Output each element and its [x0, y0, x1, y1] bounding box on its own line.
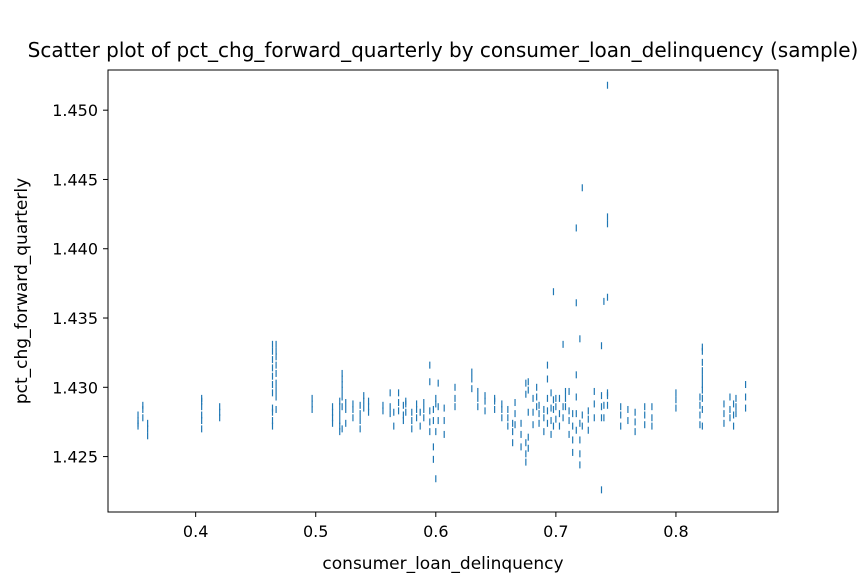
- y-tick-label: 1.435: [52, 309, 98, 328]
- plot-frame: [107, 69, 779, 513]
- y-tick-label: 1.440: [52, 240, 98, 259]
- x-tick-label: 0.4: [183, 522, 208, 541]
- chart-title: Scatter plot of pct_chg_forward_quarterl…: [28, 38, 859, 62]
- y-axis-label: pct_chg_forward_quarterly: [12, 178, 32, 404]
- y-tick-label: 1.450: [52, 101, 98, 120]
- x-tick-label: 0.6: [423, 522, 448, 541]
- data-points: [137, 81, 747, 494]
- x-axis-label: consumer_loan_delinquency: [322, 554, 563, 574]
- y-axis-ticks: 1.425 1.430 1.435 1.440 1.445 1.450: [52, 101, 108, 467]
- x-tick-label: 0.8: [663, 522, 688, 541]
- y-tick-label: 1.425: [52, 448, 98, 467]
- y-tick-label: 1.430: [52, 378, 98, 397]
- x-tick-label: 0.5: [303, 522, 328, 541]
- plot-area: [108, 70, 778, 512]
- y-tick-label: 1.445: [52, 170, 98, 189]
- x-axis-ticks: 0.4 0.5 0.6 0.7 0.8: [183, 512, 689, 541]
- x-tick-label: 0.7: [543, 522, 568, 541]
